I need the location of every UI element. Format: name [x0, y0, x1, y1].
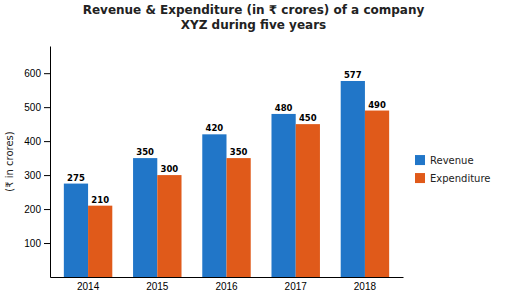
y-tick-label: 600 [24, 68, 41, 79]
legend-swatch [415, 155, 425, 165]
bar [365, 111, 389, 277]
legend-item: Revenue [415, 155, 474, 166]
x-tick-label: 2015 [146, 281, 169, 292]
bars [64, 81, 389, 277]
y-tick-label: 100 [24, 238, 41, 249]
y-tick: 300 [24, 170, 50, 181]
title-line: XYZ during five years [181, 18, 326, 32]
x-tick: 2015 [146, 281, 169, 292]
data-label: 300 [161, 164, 179, 174]
legend-item: Expenditure [415, 173, 491, 184]
x-tick: 2016 [215, 281, 238, 292]
data-label: 420 [206, 123, 224, 133]
data-label: 480 [275, 103, 293, 113]
bar [271, 114, 295, 277]
legend-label: Revenue [430, 155, 474, 166]
data-label: 210 [91, 195, 109, 205]
data-label: 350 [230, 147, 248, 157]
legend-label: Expenditure [430, 173, 491, 184]
y-tick-mark [44, 73, 50, 74]
y-axis-line [50, 47, 51, 278]
y-axis: 100 200 300 400 500 600 [24, 47, 50, 278]
legend-swatch [415, 173, 425, 183]
title: Revenue & Expenditure (in ₹ crores) of a… [83, 3, 425, 32]
legend: Revenue Expenditure [415, 155, 491, 184]
y-tick: 100 [24, 238, 50, 249]
bar [133, 158, 157, 277]
chart-container: Revenue & Expenditure (in ₹ crores) of a… [0, 0, 507, 301]
y-tick-mark [44, 175, 50, 176]
y-tick-mark [44, 141, 50, 142]
data-label: 275 [67, 173, 85, 183]
bar [296, 124, 320, 277]
bar [157, 175, 181, 277]
data-label: 450 [299, 113, 317, 123]
y-tick-mark [44, 209, 50, 210]
x-axis: 2014 2015 2016 2017 2018 [51, 278, 404, 293]
x-tick-label: 2014 [77, 281, 100, 292]
y-tick-label: 200 [24, 204, 41, 215]
y-tick: 200 [24, 204, 50, 215]
x-tick: 2014 [77, 281, 100, 292]
data-label: 577 [344, 70, 362, 80]
data-labels: 275 350 420 480 577 210 300 350 450 490 [67, 70, 386, 205]
x-tick: 2017 [285, 281, 308, 292]
bar [202, 134, 226, 277]
y-tick-label: 500 [24, 102, 41, 113]
chart: Revenue & Expenditure (in ₹ crores) of a… [0, 0, 507, 301]
data-label: 490 [368, 100, 386, 110]
bar [88, 206, 112, 277]
x-tick: 2018 [354, 281, 377, 292]
y-tick: 600 [24, 68, 50, 79]
y-tick: 500 [24, 102, 50, 113]
y-tick: 400 [24, 136, 50, 147]
bar [341, 81, 365, 277]
x-tick-label: 2017 [285, 281, 308, 292]
x-tick-label: 2018 [354, 281, 377, 292]
y-tick-mark [44, 243, 50, 244]
title-line: Revenue & Expenditure (in ₹ crores) of a… [83, 3, 425, 17]
bar [227, 158, 251, 277]
y-tick-mark [44, 107, 50, 108]
data-label: 350 [136, 147, 154, 157]
y-tick-label: 400 [24, 136, 41, 147]
bar [64, 184, 88, 277]
y-tick-label: 300 [24, 170, 41, 181]
x-tick-label: 2016 [215, 281, 238, 292]
y-axis-label: (₹ in crores) [4, 131, 15, 191]
x-axis-line [51, 277, 404, 278]
